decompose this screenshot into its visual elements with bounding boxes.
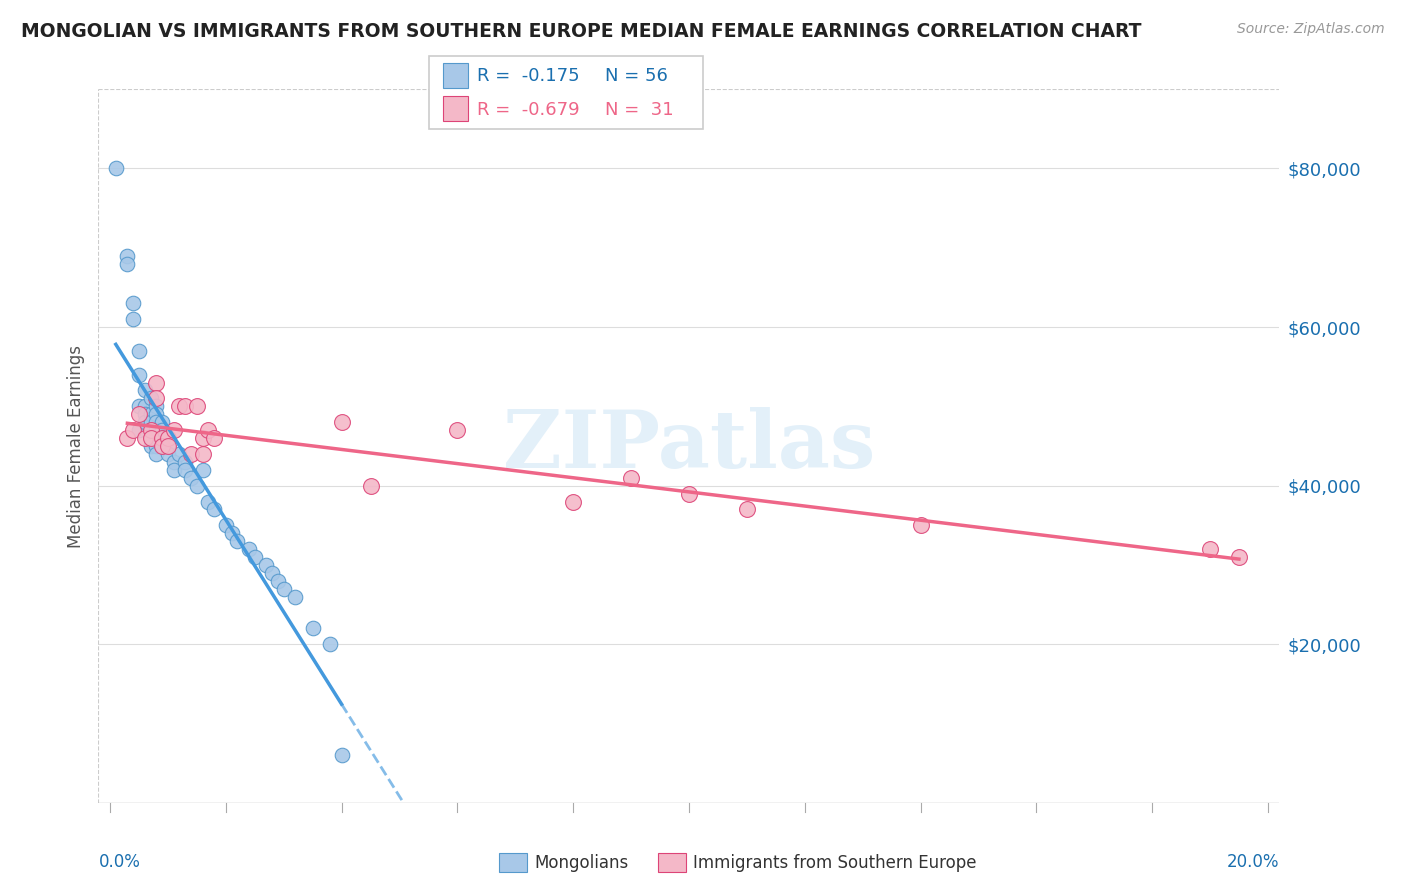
Point	[1227, 549, 1250, 564]
Point	[1199, 542, 1222, 557]
Text: Immigrants from Southern Europe: Immigrants from Southern Europe	[693, 854, 977, 871]
Point	[134, 400, 156, 414]
Point	[562, 494, 585, 508]
Point	[197, 494, 219, 508]
Point	[330, 415, 353, 429]
Point	[128, 423, 150, 437]
Point	[191, 447, 214, 461]
Point	[134, 384, 156, 398]
Point	[156, 431, 179, 445]
Point	[139, 439, 162, 453]
Text: N =  31: N = 31	[605, 101, 673, 119]
Point	[191, 431, 214, 445]
Point	[215, 518, 238, 533]
Point	[139, 407, 162, 421]
Point	[169, 447, 191, 461]
Point	[128, 343, 150, 358]
Point	[117, 431, 139, 445]
Point	[134, 415, 156, 429]
Point	[150, 431, 173, 445]
Point	[446, 423, 468, 437]
Point	[145, 407, 167, 421]
Point	[202, 431, 225, 445]
Point	[221, 526, 243, 541]
Point	[117, 249, 139, 263]
Point	[150, 431, 173, 445]
Point	[284, 590, 307, 604]
Point	[186, 400, 208, 414]
Point	[128, 400, 150, 414]
Point	[139, 423, 162, 437]
Point	[139, 423, 162, 437]
Point	[678, 486, 700, 500]
Point	[104, 161, 127, 176]
Point	[163, 423, 186, 437]
Point	[134, 431, 156, 445]
Point	[174, 455, 197, 469]
Point	[139, 431, 162, 445]
Point	[226, 534, 249, 549]
Point	[139, 392, 162, 406]
Point	[910, 518, 932, 533]
Point	[267, 574, 290, 588]
Point	[174, 463, 197, 477]
Point	[180, 471, 202, 485]
Point	[156, 431, 179, 445]
Point	[150, 439, 173, 453]
Point	[145, 392, 167, 406]
Point	[156, 439, 179, 453]
Point	[145, 415, 167, 429]
Point	[180, 447, 202, 461]
Point	[163, 463, 186, 477]
Point	[360, 478, 382, 492]
Point	[134, 407, 156, 421]
Point	[145, 400, 167, 414]
Point	[273, 582, 295, 596]
Text: MONGOLIAN VS IMMIGRANTS FROM SOUTHERN EUROPE MEDIAN FEMALE EARNINGS CORRELATION : MONGOLIAN VS IMMIGRANTS FROM SOUTHERN EU…	[21, 22, 1142, 41]
Point	[620, 471, 643, 485]
Text: Source: ZipAtlas.com: Source: ZipAtlas.com	[1237, 22, 1385, 37]
Point	[117, 257, 139, 271]
Point	[128, 407, 150, 421]
Point	[145, 431, 167, 445]
Point	[150, 439, 173, 453]
Point	[243, 549, 266, 564]
Point	[156, 447, 179, 461]
Point	[301, 621, 323, 635]
Point	[145, 423, 167, 437]
Text: ZIPatlas: ZIPatlas	[503, 407, 875, 485]
Point	[197, 423, 219, 437]
Point	[735, 502, 758, 516]
Y-axis label: Median Female Earnings: Median Female Earnings	[66, 344, 84, 548]
Text: 20.0%: 20.0%	[1227, 853, 1279, 871]
Point	[262, 566, 284, 580]
Point	[122, 312, 145, 326]
Point	[319, 637, 342, 651]
Point	[145, 447, 167, 461]
Point	[145, 376, 167, 390]
Point	[202, 502, 225, 516]
Text: R =  -0.175: R = -0.175	[477, 67, 579, 85]
Text: Mongolians: Mongolians	[534, 854, 628, 871]
Point	[174, 400, 197, 414]
Point	[254, 558, 277, 572]
Point	[122, 423, 145, 437]
Point	[186, 478, 208, 492]
Text: N = 56: N = 56	[605, 67, 668, 85]
Point	[330, 748, 353, 763]
Point	[150, 423, 173, 437]
Point	[139, 415, 162, 429]
Text: 0.0%: 0.0%	[98, 853, 141, 871]
Point	[122, 296, 145, 310]
Point	[191, 463, 214, 477]
Point	[163, 455, 186, 469]
Point	[156, 439, 179, 453]
Point	[128, 368, 150, 382]
Point	[139, 431, 162, 445]
Point	[150, 415, 173, 429]
Text: R =  -0.679: R = -0.679	[477, 101, 579, 119]
Point	[145, 439, 167, 453]
Point	[238, 542, 260, 557]
Point	[169, 400, 191, 414]
